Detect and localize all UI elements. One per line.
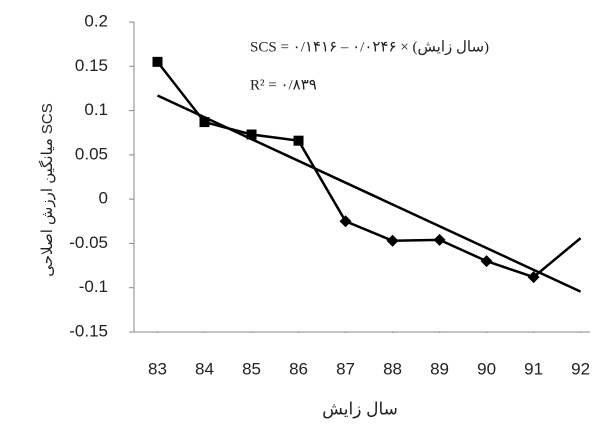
y-tick-label: 0.05 bbox=[75, 144, 108, 163]
x-tick-label: 83 bbox=[148, 359, 167, 378]
y-tick-label: -0.1 bbox=[79, 277, 108, 296]
y-tick-label: 0.15 bbox=[75, 56, 108, 75]
marker bbox=[433, 233, 446, 246]
r-squared: R² = ۰/۸۳۹ bbox=[250, 77, 317, 93]
x-tick-label: 85 bbox=[242, 359, 261, 378]
x-tick-label: 84 bbox=[195, 359, 214, 378]
marker bbox=[246, 129, 257, 140]
marker bbox=[527, 271, 540, 284]
x-tick-label: 91 bbox=[524, 359, 543, 378]
y-tick-label: 0.2 bbox=[84, 11, 108, 30]
marker bbox=[199, 117, 210, 128]
x-tick-label: 92 bbox=[571, 359, 590, 378]
x-axis-label: سال زایش bbox=[322, 399, 398, 418]
y-tick-label: -0.05 bbox=[69, 233, 108, 252]
x-tick-label: 90 bbox=[477, 359, 496, 378]
y-tick-label: 0.1 bbox=[84, 100, 108, 119]
marker bbox=[480, 255, 493, 268]
marker bbox=[386, 234, 399, 247]
marker bbox=[339, 215, 352, 228]
equation: SCS = ۰/۱۴۱۶ – ۰/۰۲۴۶ × (سال زایش) bbox=[250, 39, 489, 55]
trendline bbox=[156, 94, 582, 293]
marker bbox=[152, 56, 163, 67]
x-tick-label: 88 bbox=[383, 359, 402, 378]
y-tick-label: -0.15 bbox=[69, 321, 108, 340]
x-tick-label: 87 bbox=[336, 359, 355, 378]
marker bbox=[293, 135, 304, 146]
y-axis-label: میانگین ارزش اصلاحی SCS bbox=[38, 103, 56, 276]
y-tick-label: 0 bbox=[99, 189, 108, 208]
x-tick-label: 86 bbox=[289, 359, 308, 378]
x-tick-label: 89 bbox=[430, 359, 449, 378]
series-line bbox=[156, 61, 582, 279]
